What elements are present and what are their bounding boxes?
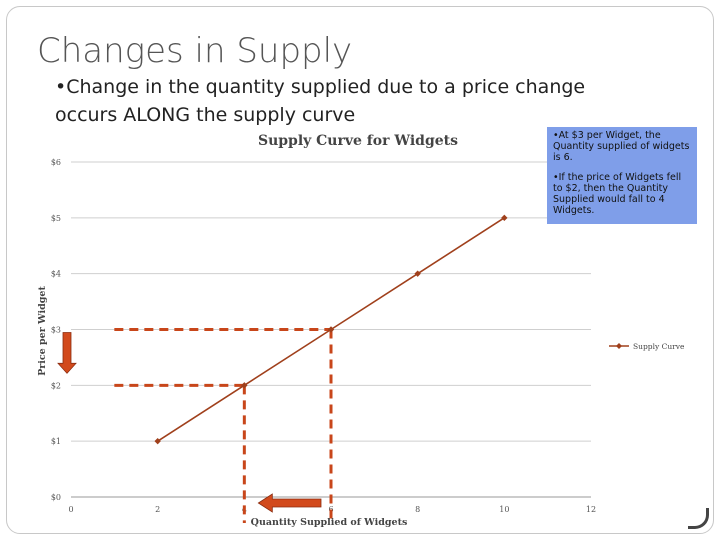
x-tick-label: 12 [586, 505, 596, 514]
chart-title: Supply Curve for Widgets [258, 133, 458, 149]
y-tick-label: $6 [51, 158, 61, 167]
y-tick-labels: $0 $1 $2 $3 $4 $5 $6 [51, 158, 61, 502]
x-tick-label: 0 [68, 505, 73, 514]
arrow-left-icon [257, 493, 322, 513]
slide: Changes in Supply •Change in the quantit… [6, 6, 714, 534]
slide-bullet: •Change in the quantity supplied due to … [55, 76, 586, 126]
y-tick-label: $5 [51, 214, 61, 223]
arrow-down-icon [57, 332, 77, 374]
supply-chart: Supply Curve for Widgets $0$1$2$3$4$5$6 … [37, 133, 685, 528]
y-tick-label: $2 [51, 381, 61, 390]
legend-marker [616, 343, 622, 349]
data-point [241, 382, 248, 389]
legend-label: Supply Curve [633, 342, 685, 351]
legend: Supply Curve [609, 342, 685, 351]
y-tick-label: $1 [51, 437, 61, 446]
y-axis-label: Price per Widget [37, 286, 48, 376]
callout-box: •At $3 per Widget, the Quantity supplied… [547, 127, 697, 224]
data-point [501, 214, 508, 222]
y-tick-label: $4 [51, 270, 61, 279]
arrow-layer [57, 332, 322, 513]
slide-title: Changes in Supply [37, 31, 353, 71]
data-point [327, 326, 335, 333]
x-axis-label: Quantity Supplied of Widgets [251, 517, 408, 528]
x-tick-label: 2 [155, 505, 160, 514]
y-tick-label: $3 [51, 326, 61, 335]
callout-line-1: •At $3 per Widget, the Quantity supplied… [553, 130, 690, 163]
x-tick-label: 10 [499, 505, 509, 514]
x-tick-label: 8 [415, 505, 420, 514]
y-tick-label: $0 [51, 493, 61, 502]
series-layer [154, 214, 508, 445]
callout-line-2: •If the price of Widgets fell to $2, the… [553, 172, 682, 216]
dashed-guides [114, 328, 333, 523]
slide-corner [688, 508, 709, 529]
data-point [414, 270, 421, 277]
data-point [154, 437, 161, 445]
